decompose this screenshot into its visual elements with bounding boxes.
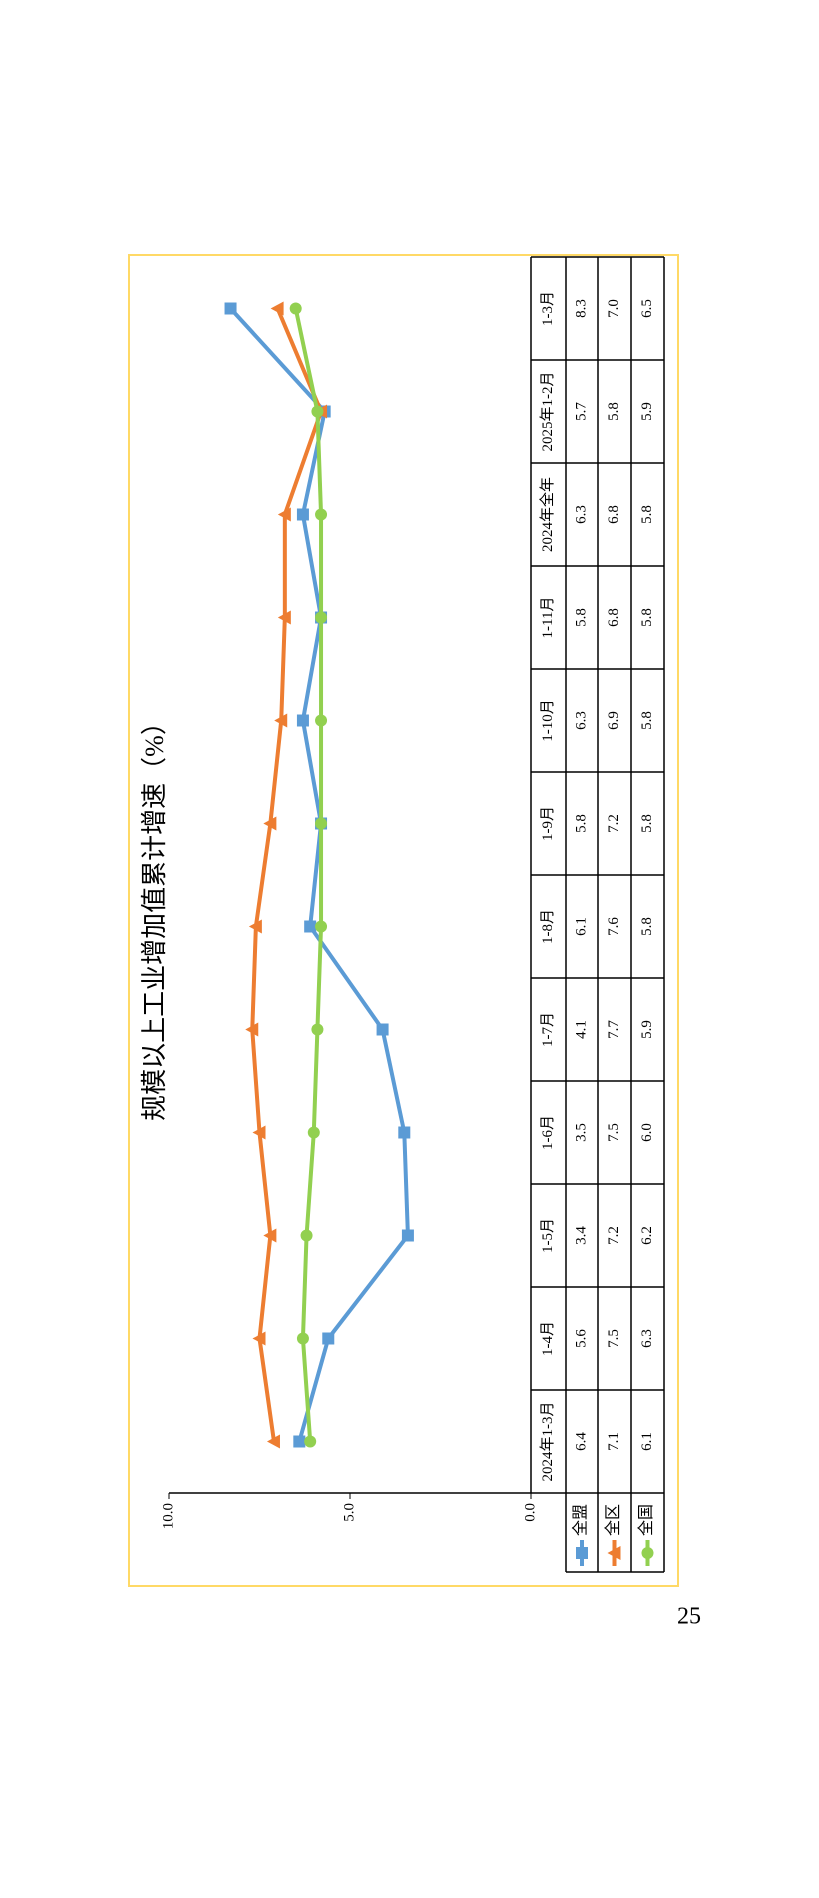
data-point bbox=[263, 1228, 277, 1243]
table-header: 1-4月 bbox=[540, 1321, 556, 1356]
y-tick-label: 10.0 bbox=[160, 1503, 176, 1529]
table-value: 5.8 bbox=[606, 402, 622, 421]
table-value: 8.3 bbox=[573, 299, 589, 318]
table-value: 6.8 bbox=[606, 505, 622, 524]
data-point bbox=[311, 1023, 324, 1036]
table-header: 1-10月 bbox=[540, 699, 556, 742]
table-header: 1-7月 bbox=[540, 1012, 556, 1047]
legend-label: 全国 bbox=[637, 1504, 655, 1536]
series-line bbox=[229, 307, 410, 1443]
data-point bbox=[252, 1331, 266, 1346]
table-value: 5.8 bbox=[639, 917, 655, 936]
data-point bbox=[224, 302, 237, 315]
table-header: 1-6月 bbox=[540, 1115, 556, 1150]
table-header: 2024年1-3月 bbox=[539, 1402, 556, 1482]
table-value: 5.9 bbox=[639, 1020, 655, 1039]
table-value: 7.1 bbox=[606, 1432, 622, 1451]
data-point bbox=[304, 920, 317, 933]
legend-label: 全盟 bbox=[572, 1504, 590, 1536]
table-value: 3.4 bbox=[573, 1226, 589, 1245]
table-value: 6.1 bbox=[639, 1432, 655, 1451]
legend-marker bbox=[607, 1546, 621, 1560]
table-value: 7.6 bbox=[606, 917, 622, 936]
table-value: 5.7 bbox=[573, 402, 589, 421]
table-value: 5.8 bbox=[573, 814, 589, 833]
legend-label: 全区 bbox=[604, 1504, 622, 1536]
data-point bbox=[300, 1229, 313, 1242]
table-value: 7.5 bbox=[606, 1329, 622, 1348]
data-point bbox=[307, 1126, 320, 1139]
data-point bbox=[263, 816, 277, 831]
data-point bbox=[315, 714, 328, 727]
data-point bbox=[401, 1229, 414, 1242]
legend-marker bbox=[641, 1547, 654, 1559]
data-point bbox=[248, 919, 262, 934]
table-value: 5.8 bbox=[573, 608, 589, 627]
series-line bbox=[293, 308, 324, 1442]
table-value: 6.0 bbox=[639, 1123, 655, 1142]
table-value: 6.4 bbox=[573, 1432, 589, 1451]
data-point bbox=[274, 713, 288, 728]
data-point bbox=[296, 508, 309, 521]
data-point bbox=[296, 1332, 309, 1345]
page-number: 25 bbox=[677, 1604, 701, 1630]
table-value: 5.8 bbox=[639, 608, 655, 627]
data-point bbox=[289, 302, 302, 315]
table-header: 1-3月 bbox=[540, 291, 556, 326]
data-point bbox=[293, 1435, 306, 1448]
table-value: 7.5 bbox=[606, 1123, 622, 1142]
table-header: 1-11月 bbox=[540, 597, 556, 639]
table-value: 3.5 bbox=[573, 1123, 589, 1142]
table-value: 5.9 bbox=[639, 402, 655, 421]
table-header: 2025年1-2月 bbox=[539, 372, 556, 452]
table-value: 6.5 bbox=[639, 299, 655, 318]
table-value: 6.3 bbox=[639, 1329, 655, 1348]
data-point bbox=[252, 1125, 266, 1140]
data-point bbox=[270, 301, 284, 316]
chart-title: 规模以上工业增加值累计增速（%） bbox=[140, 709, 169, 1121]
y-tick-label: 0.0 bbox=[522, 1503, 538, 1522]
table-value: 4.1 bbox=[573, 1020, 589, 1039]
y-tick-label: 5.0 bbox=[341, 1503, 357, 1522]
data-point bbox=[304, 1435, 317, 1448]
table-value: 5.8 bbox=[639, 711, 655, 730]
data-point bbox=[296, 714, 309, 727]
data-point bbox=[315, 817, 328, 830]
data-point bbox=[376, 1023, 389, 1036]
data-point bbox=[266, 1434, 280, 1449]
table-value: 7.0 bbox=[606, 299, 622, 318]
table-value: 6.3 bbox=[573, 505, 589, 524]
table-value: 6.3 bbox=[573, 711, 589, 730]
table-value: 5.6 bbox=[573, 1329, 589, 1348]
data-point bbox=[315, 611, 328, 624]
table-value: 5.8 bbox=[639, 505, 655, 524]
table-value: 7.2 bbox=[606, 814, 622, 833]
table-value: 7.2 bbox=[606, 1226, 622, 1245]
data-point bbox=[245, 1022, 259, 1037]
legend-marker bbox=[576, 1547, 588, 1559]
table-value: 5.8 bbox=[639, 814, 655, 833]
chart-border bbox=[128, 254, 679, 1587]
table-value: 7.7 bbox=[606, 1020, 622, 1039]
data-point bbox=[398, 1126, 411, 1139]
data-point bbox=[315, 508, 328, 521]
data-point bbox=[315, 920, 328, 933]
table-header: 1-8月 bbox=[540, 909, 556, 944]
table-value: 6.9 bbox=[606, 711, 622, 730]
table-value: 6.2 bbox=[639, 1226, 655, 1245]
data-point bbox=[311, 405, 324, 418]
table-header: 1-9月 bbox=[540, 806, 556, 841]
table-value: 6.1 bbox=[573, 917, 589, 936]
table-value: 6.8 bbox=[606, 608, 622, 627]
data-point bbox=[277, 507, 291, 522]
table-header: 2024年全年 bbox=[538, 477, 556, 552]
chart: 规模以上工业增加值累计增速（%） 0.0 5.0 10.0 2024年1-3月 1-4月… bbox=[140, 256, 665, 1573]
data-point bbox=[277, 610, 291, 625]
data-point bbox=[322, 1332, 335, 1345]
table-header: 1-5月 bbox=[540, 1218, 556, 1253]
series-line bbox=[250, 307, 324, 1442]
